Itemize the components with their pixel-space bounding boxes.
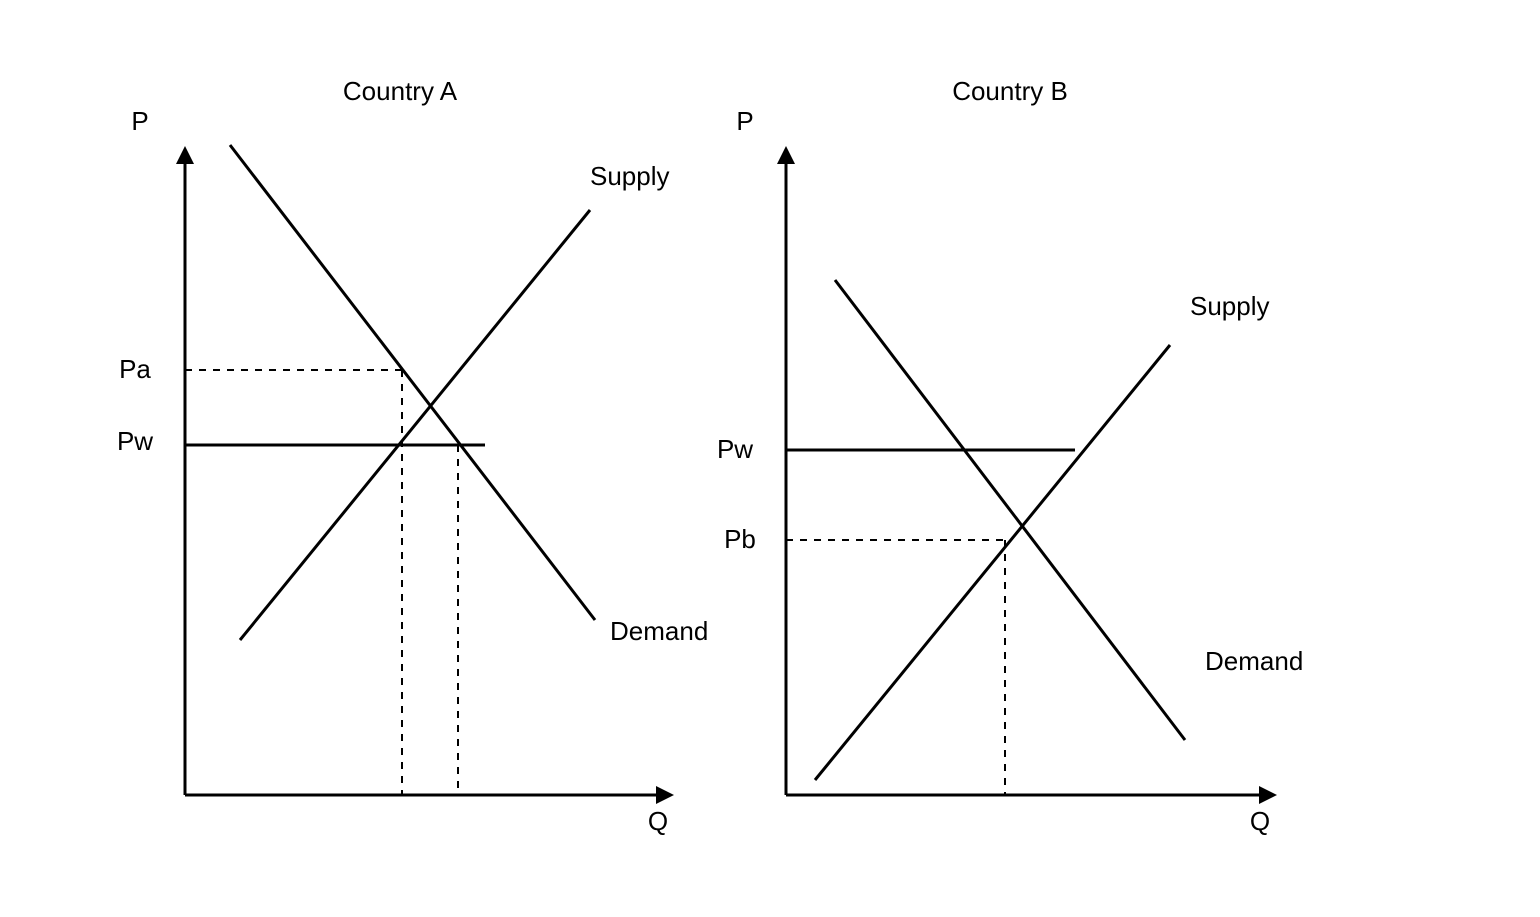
panel-b-x-axis-label: Q — [1250, 806, 1270, 836]
panel-b-pw-label: Pw — [717, 434, 753, 464]
panel-a-supply-label: Supply — [590, 161, 670, 191]
economics-diagram: Country A P Q Demand Supply Pa — [0, 0, 1540, 917]
panel-a-title: Country A — [343, 76, 458, 106]
panel-a-demand-line — [230, 145, 595, 620]
panel-b-demand-label: Demand — [1205, 646, 1303, 676]
panel-a-y-axis-label: P — [131, 106, 148, 136]
panel-a-x-axis-label: Q — [648, 806, 668, 836]
panel-b-supply-line — [815, 345, 1170, 780]
panel-a-pw-label: Pw — [117, 426, 153, 456]
panel-a-supply-line — [240, 210, 590, 640]
panel-country-a: Country A P Q Demand Supply Pa — [117, 76, 708, 836]
panel-b-demand-line — [835, 280, 1185, 740]
panel-b-supply-label: Supply — [1190, 291, 1270, 321]
panel-country-b: Country B P Q Demand Supply Pw Pb — [717, 76, 1303, 836]
panel-b-y-axis-label: P — [736, 106, 753, 136]
panel-b-pb-label: Pb — [724, 524, 756, 554]
panel-a-demand-label: Demand — [610, 616, 708, 646]
panel-a-pa-label: Pa — [119, 354, 151, 384]
diagram-canvas: Country A P Q Demand Supply Pa — [0, 0, 1540, 917]
panel-b-title: Country B — [952, 76, 1068, 106]
